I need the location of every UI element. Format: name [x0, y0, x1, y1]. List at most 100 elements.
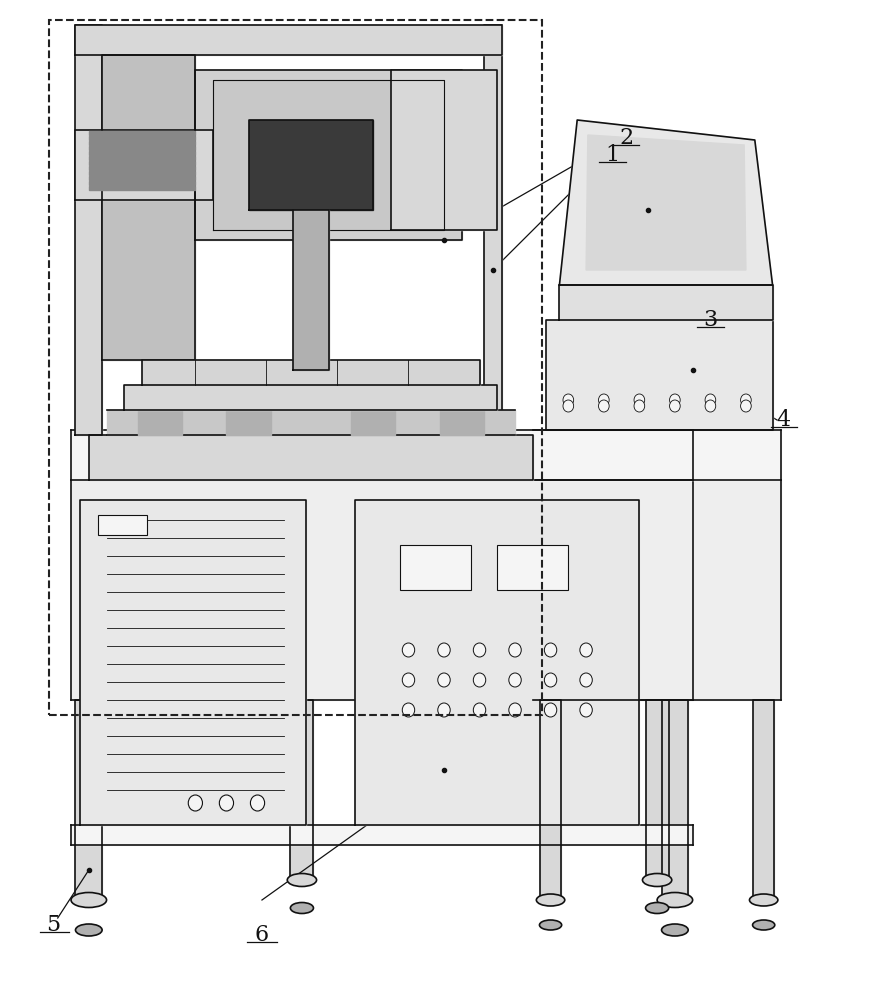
Polygon shape [80, 500, 306, 825]
Polygon shape [75, 130, 213, 200]
Polygon shape [533, 480, 781, 700]
Polygon shape [71, 480, 693, 700]
Ellipse shape [646, 902, 669, 914]
Polygon shape [89, 435, 533, 480]
Circle shape [438, 673, 450, 687]
Polygon shape [89, 186, 195, 190]
Polygon shape [540, 700, 561, 900]
Polygon shape [89, 176, 195, 180]
Polygon shape [753, 700, 774, 900]
Ellipse shape [290, 902, 313, 914]
Circle shape [634, 394, 645, 406]
Ellipse shape [536, 894, 565, 906]
Circle shape [544, 643, 557, 657]
Polygon shape [440, 410, 484, 435]
Circle shape [563, 400, 574, 412]
Circle shape [580, 703, 592, 717]
Circle shape [544, 673, 557, 687]
Circle shape [402, 643, 415, 657]
Circle shape [188, 795, 202, 811]
Ellipse shape [288, 874, 317, 886]
Text: 6: 6 [255, 924, 269, 946]
Bar [49, 20, 542, 715]
Polygon shape [559, 285, 773, 320]
Circle shape [580, 643, 592, 657]
Polygon shape [89, 171, 195, 175]
Polygon shape [226, 410, 271, 435]
Polygon shape [107, 410, 515, 435]
Polygon shape [75, 25, 102, 435]
Polygon shape [71, 825, 693, 845]
Bar [497, 545, 568, 590]
Polygon shape [586, 135, 746, 270]
Ellipse shape [662, 924, 688, 936]
Text: 1: 1 [606, 144, 620, 166]
Circle shape [509, 643, 521, 657]
Polygon shape [89, 146, 195, 150]
Circle shape [250, 795, 265, 811]
Circle shape [634, 400, 645, 412]
Circle shape [599, 400, 609, 412]
Polygon shape [102, 55, 195, 360]
Circle shape [473, 643, 486, 657]
Polygon shape [75, 25, 502, 55]
Ellipse shape [752, 920, 774, 930]
Circle shape [438, 703, 450, 717]
Bar [400, 545, 471, 590]
Ellipse shape [539, 920, 561, 930]
Polygon shape [89, 156, 195, 160]
Polygon shape [546, 320, 773, 430]
Polygon shape [89, 166, 195, 170]
Text: 5: 5 [46, 914, 60, 936]
Polygon shape [75, 700, 102, 900]
Circle shape [741, 394, 751, 406]
Polygon shape [71, 430, 693, 480]
Circle shape [544, 703, 557, 717]
Circle shape [705, 400, 716, 412]
Circle shape [670, 400, 680, 412]
Polygon shape [559, 120, 773, 285]
Bar [98, 515, 147, 535]
Polygon shape [355, 500, 639, 825]
Polygon shape [249, 120, 373, 210]
Circle shape [509, 673, 521, 687]
Ellipse shape [749, 894, 778, 906]
Polygon shape [195, 70, 462, 240]
Circle shape [580, 673, 592, 687]
Text: 4: 4 [776, 409, 790, 431]
Circle shape [438, 643, 450, 657]
Circle shape [741, 400, 751, 412]
Ellipse shape [75, 924, 102, 936]
Polygon shape [89, 151, 195, 155]
Polygon shape [484, 25, 502, 435]
Polygon shape [89, 131, 195, 135]
Circle shape [599, 394, 609, 406]
Circle shape [402, 703, 415, 717]
Circle shape [670, 394, 680, 406]
Polygon shape [89, 136, 195, 140]
Polygon shape [646, 700, 669, 880]
Polygon shape [391, 70, 497, 230]
Text: 3: 3 [703, 309, 718, 331]
Ellipse shape [657, 892, 693, 908]
Circle shape [509, 703, 521, 717]
Circle shape [402, 673, 415, 687]
Circle shape [473, 703, 486, 717]
Circle shape [563, 394, 574, 406]
Circle shape [219, 795, 234, 811]
Polygon shape [351, 410, 395, 435]
Ellipse shape [71, 892, 107, 908]
Text: 2: 2 [619, 127, 633, 149]
Polygon shape [89, 141, 195, 145]
Polygon shape [89, 181, 195, 185]
Polygon shape [662, 700, 688, 900]
Circle shape [473, 673, 486, 687]
Polygon shape [138, 410, 182, 435]
Polygon shape [290, 700, 313, 880]
Polygon shape [142, 360, 480, 385]
Polygon shape [89, 161, 195, 165]
Polygon shape [533, 430, 781, 480]
Polygon shape [213, 80, 444, 230]
Circle shape [705, 394, 716, 406]
Polygon shape [293, 210, 329, 370]
